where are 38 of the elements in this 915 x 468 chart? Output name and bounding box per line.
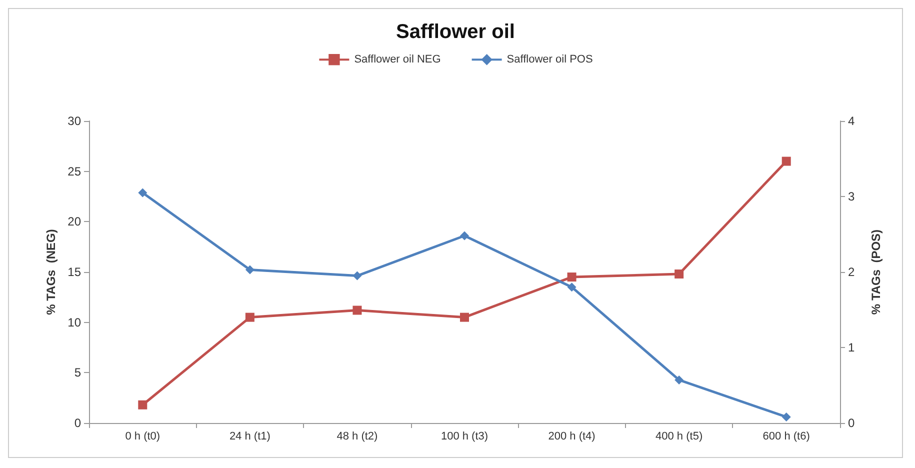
x-tick-label: 600 h (t6) — [762, 430, 810, 442]
y-tick-label: 0 — [74, 416, 82, 430]
x-tick-label: 100 h (t3) — [440, 430, 488, 442]
y2-tick-label: 0 — [848, 416, 855, 430]
y2-tick-label: 3 — [848, 190, 855, 204]
y-tick-label: 15 — [68, 265, 82, 279]
point — [782, 156, 791, 166]
y2-axis-title: % TAGs (POS) — [869, 229, 883, 315]
point — [352, 306, 362, 315]
x-tick-label: 48 h (t2) — [336, 430, 378, 442]
legend-label: Safflower oil NEG — [354, 54, 441, 66]
y-tick-label: 20 — [68, 214, 82, 229]
y2-tick-label: 4 — [848, 114, 855, 128]
point — [567, 282, 576, 292]
point — [245, 312, 254, 322]
x-tick-label: 400 h (t5) — [656, 430, 703, 442]
y2-tick-label: 2 — [848, 265, 855, 279]
point — [460, 312, 469, 322]
x-tick-label: 24 h (t1) — [229, 430, 270, 442]
y-tick-label: 30 — [68, 114, 82, 128]
legend-label: Safflower oil POS — [506, 54, 593, 66]
point — [674, 375, 684, 384]
y-tick-label: 5 — [74, 366, 82, 380]
y-axis-title: % TAGs (NEG) — [44, 229, 58, 315]
x-tick-label: 200 h (t4) — [548, 430, 596, 442]
point — [782, 412, 791, 422]
y-tick-label: 25 — [68, 164, 82, 178]
point — [460, 231, 469, 240]
chart-title: Safflower oil — [396, 21, 515, 43]
point — [245, 265, 254, 274]
y-tick-label: 10 — [68, 315, 82, 330]
point — [674, 270, 684, 279]
point — [352, 271, 362, 280]
point — [567, 272, 576, 282]
x-tick-label: 0 h (t0) — [125, 430, 160, 442]
point — [138, 188, 148, 198]
y2-tick-label: 1 — [848, 340, 855, 354]
point — [138, 400, 148, 410]
